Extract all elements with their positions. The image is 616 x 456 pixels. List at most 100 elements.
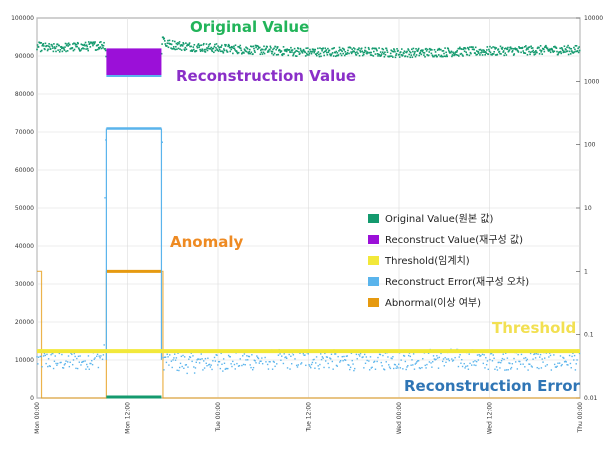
series-original-value-point — [409, 56, 412, 59]
series-original-value-point — [423, 52, 426, 54]
series-original-value-point — [237, 45, 239, 48]
series-original-value-point — [328, 49, 331, 52]
series-original-value-point — [535, 50, 537, 52]
series-reconstruct-error-point — [261, 357, 263, 359]
series-original-value-point — [331, 52, 334, 54]
series-original-value-point — [233, 47, 236, 50]
series-original-value-point — [419, 49, 422, 52]
series-reconstruct-error-point — [79, 355, 81, 357]
series-reconstruct-error-point — [412, 353, 415, 355]
series-original-value-point — [539, 45, 542, 47]
series-original-value-point — [67, 45, 69, 47]
series-reconstruct-error-point — [474, 360, 476, 362]
series-original-value-point — [367, 46, 370, 49]
series-reconstruct-error-point — [56, 364, 58, 366]
series-original-value-point — [549, 51, 552, 54]
series-original-value-point — [503, 47, 506, 50]
series-original-value-point — [226, 51, 229, 53]
series-original-value-point — [348, 52, 350, 55]
series-reconstruct-error-point — [526, 358, 528, 361]
series-original-value-point — [475, 54, 478, 56]
series-reconstruct-error-point — [191, 360, 193, 363]
series-reconstruct-error-point — [179, 362, 182, 365]
series-original-value-point — [219, 46, 221, 48]
series-original-value-point — [460, 52, 463, 55]
series-reconstruct-error-point — [294, 358, 296, 360]
series-original-value-point — [213, 45, 216, 48]
series-reconstruct-error-point — [400, 359, 402, 361]
series-original-value-point — [357, 52, 359, 55]
series-original-value-point — [545, 44, 547, 47]
series-reconstruct-error-point — [542, 361, 544, 363]
series-reconstruct-error-point — [207, 357, 209, 359]
series-reconstruct-error-point — [199, 358, 202, 361]
series-original-value-point — [444, 55, 447, 58]
series-original-value-point — [214, 43, 216, 46]
series-original-value-point — [320, 48, 323, 50]
series-original-value-point — [393, 49, 396, 51]
series-original-value-point — [305, 47, 308, 50]
series-original-value-point — [550, 48, 552, 51]
series-original-value-point — [483, 49, 485, 52]
series-original-value-point — [231, 46, 234, 49]
series-reconstruct-error-point — [284, 356, 286, 359]
series-reconstruct-error-point — [553, 363, 556, 366]
series-reconstruct-error-point — [231, 365, 233, 368]
series-original-value-point — [261, 53, 264, 55]
series-reconstruct-error-point — [475, 364, 477, 367]
series-original-value-point — [505, 54, 508, 56]
series-original-value-point — [530, 47, 533, 50]
series-reconstruct-error-point — [321, 356, 324, 358]
series-reconstruct-error-point — [324, 352, 326, 355]
series-original-value-point — [166, 42, 169, 45]
series-original-value-point — [304, 55, 307, 57]
series-original-value-point — [406, 50, 408, 53]
legend-swatch — [368, 235, 379, 244]
series-original-value-point — [445, 54, 448, 56]
series-reconstruct-error-point — [489, 358, 491, 361]
series-reconstruct-error-point — [373, 361, 375, 363]
series-reconstruct-error-point — [94, 357, 96, 359]
series-original-value-point — [333, 47, 336, 49]
series-reconstruct-error-point — [188, 356, 191, 358]
series-reconstruct-error-point — [247, 359, 249, 361]
series-reconstruct-error-point — [50, 353, 52, 356]
series-original-value-point — [466, 53, 469, 56]
series-original-value-point — [459, 46, 461, 49]
series-original-value-point — [528, 46, 531, 48]
series-reconstruct-error-point — [578, 352, 581, 355]
series-original-value-point — [234, 49, 236, 51]
series-reconstruct-error-point — [88, 368, 90, 370]
series-original-value-point — [477, 51, 480, 53]
series-reconstruct-error-point — [221, 363, 223, 365]
series-reconstruct-error-point — [66, 361, 69, 363]
series-original-value-point — [446, 55, 448, 58]
series-reconstruct-error-point — [560, 365, 562, 367]
series-reconstruct-error-point — [390, 357, 392, 359]
series-original-value-point — [215, 43, 218, 45]
series-original-value-point — [41, 44, 44, 47]
series-original-value-point — [188, 42, 191, 44]
series-original-value-point — [566, 50, 569, 52]
series-original-value-point — [272, 54, 275, 56]
series-original-value-point — [482, 49, 484, 51]
series-original-value-point — [292, 54, 294, 57]
series-original-value-point — [220, 44, 223, 47]
series-reconstruct-error-point — [102, 354, 105, 356]
series-original-value-point — [341, 47, 344, 50]
series-reconstruct-error-point — [393, 363, 396, 366]
series-original-value-point — [369, 54, 372, 56]
series-reconstruct-error-point — [320, 353, 322, 355]
series-original-value-point — [395, 52, 398, 55]
series-original-value-point — [352, 47, 355, 49]
series-original-value-point — [491, 53, 494, 55]
series-reconstruct-error-point — [172, 359, 174, 361]
series-original-value-point — [205, 48, 207, 51]
series-original-value-point — [160, 52, 163, 55]
series-reconstruct-error-point — [323, 366, 325, 369]
series-reconstruct-error-point — [82, 360, 85, 363]
series-original-value-point — [59, 49, 62, 51]
series-original-value-point — [322, 51, 325, 54]
series-original-value-point — [291, 51, 293, 53]
series-reconstruct-error-point — [206, 365, 208, 367]
